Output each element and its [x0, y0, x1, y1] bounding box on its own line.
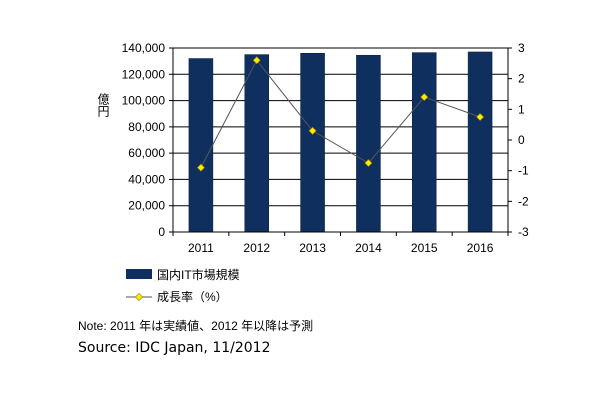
left-tick-label: 60,000	[128, 146, 165, 160]
growth-rate-point-2014	[364, 158, 373, 168]
right-tick-label: -1	[518, 164, 529, 178]
growth-rate-point-2016	[476, 112, 485, 122]
right-tick-label: 2	[518, 72, 525, 86]
right-tick-label: 3	[518, 41, 525, 55]
left-tick-label: 20,000	[128, 199, 165, 213]
left-tick-label: 80,000	[128, 120, 165, 134]
right-tick-label: -2	[518, 194, 529, 208]
line-series	[196, 56, 485, 172]
source-text: Source: IDC Japan, 11/2012	[78, 340, 271, 356]
bar-2011	[188, 58, 214, 233]
note-text: Note: 2011 年は実績値、2012 年以降は予測	[78, 319, 314, 333]
right-tick-label: 1	[518, 102, 525, 116]
left-tick-label: 40,000	[128, 172, 165, 186]
x-tick-label: 2014	[355, 241, 382, 255]
growth-rate-point-2015	[420, 93, 429, 102]
x-tick-label: 2011	[188, 241, 214, 255]
x-tick-label: 2015	[411, 241, 438, 255]
legend-bar-swatch	[126, 269, 152, 279]
left-tick-label: 100,000	[122, 94, 166, 108]
bar-2013	[300, 53, 325, 233]
bar-2014	[356, 54, 381, 233]
growth-rate-point-2011	[196, 163, 205, 172]
bar-2015	[412, 52, 437, 233]
bar-2012	[244, 54, 269, 233]
y-axis-label: 億円	[96, 93, 110, 117]
x-tick-label: 2016	[467, 241, 494, 255]
legend: 国内IT市場規模 成長率（%）	[126, 267, 240, 304]
chart: 0 20,000 40,000 60,000 80,000 100,000 120,000 1…	[96, 41, 529, 304]
x-tick-label: 2013	[299, 241, 326, 255]
bar-series	[188, 51, 493, 233]
legend-line-marker	[134, 292, 144, 302]
left-tick-label: 120,000	[122, 67, 166, 81]
gridlines	[173, 47, 508, 207]
legend-line-label: 成長率（%）	[157, 289, 228, 304]
legend-bar-label: 国内IT市場規模	[157, 267, 240, 282]
x-tick-label: 2012	[243, 241, 270, 255]
tick-labels: 0 20,000 40,000 60,000 80,000 100,000 120,000 1…	[122, 41, 529, 255]
growth-rate-point-2013	[308, 126, 317, 135]
left-tick-label: 0	[158, 225, 165, 239]
growth-rate-line	[200, 59, 481, 168]
axes	[169, 47, 512, 236]
right-tick-label: -3	[518, 225, 529, 239]
left-tick-label: 140,000	[122, 41, 166, 55]
bar-2016	[467, 51, 493, 233]
growth-rate-point-2012	[252, 56, 261, 65]
right-tick-label: 0	[518, 133, 525, 147]
